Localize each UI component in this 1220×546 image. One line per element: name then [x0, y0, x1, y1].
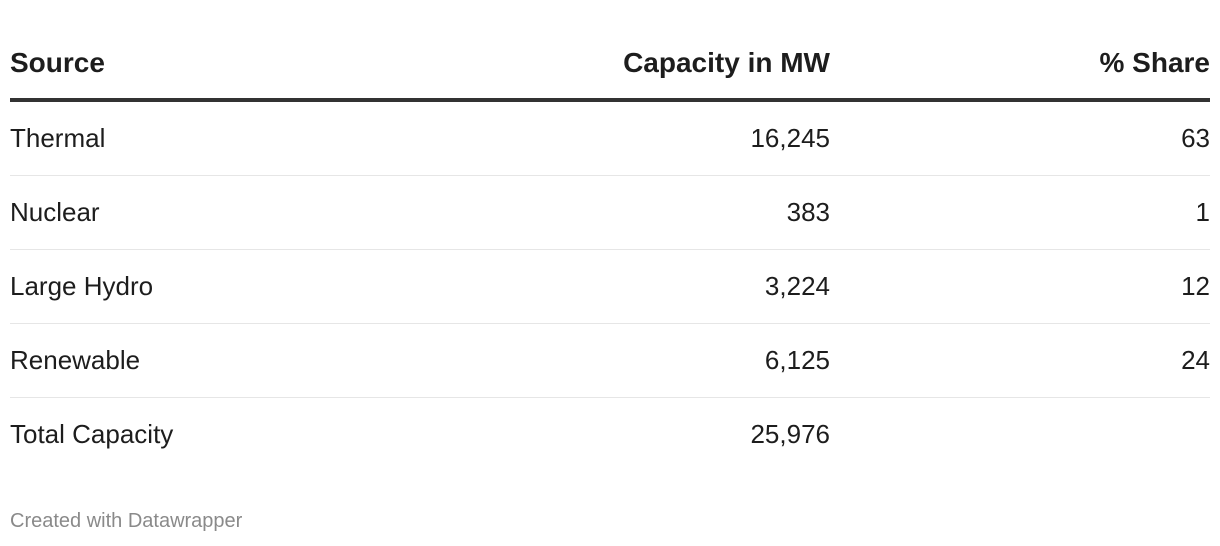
table-row: Nuclear 383 1: [10, 175, 1210, 250]
cell-source: Thermal: [10, 100, 510, 176]
table-row: Thermal 16,245 63: [10, 100, 1210, 176]
table-row-total: Total Capacity 25,976: [10, 398, 1210, 472]
table-row: Large Hydro 3,224 12: [10, 249, 1210, 324]
cell-source: Total Capacity: [10, 419, 174, 449]
cell-source: Renewable: [10, 323, 510, 398]
cell-share: [830, 398, 1210, 472]
cell-source: Nuclear: [10, 175, 510, 250]
cell-share: 1: [830, 175, 1210, 250]
column-header-share[interactable]: % Share: [830, 28, 1210, 102]
cell-source: Large Hydro: [10, 249, 510, 324]
cell-capacity: 383: [510, 175, 830, 250]
cell-share: 24: [830, 323, 1210, 398]
cell-share: 63: [830, 100, 1210, 176]
column-header-source[interactable]: Source: [10, 28, 510, 102]
table-body: Thermal 16,245 63 Nuclear 383 1 Large Hy…: [10, 100, 1210, 471]
cell-capacity: 3,224: [510, 249, 830, 324]
datawrapper-credit: Created with Datawrapper: [10, 510, 243, 532]
table-row: Renewable 6,125 24: [10, 323, 1210, 398]
table-header: Source Capacity in MW % Share: [10, 28, 1210, 102]
header-row: Source Capacity in MW % Share: [10, 28, 1210, 102]
cell-share: 12: [830, 249, 1210, 324]
column-header-capacity[interactable]: Capacity in MW: [510, 28, 830, 102]
data-table-container: Source Capacity in MW % Share Thermal 16…: [10, 28, 1210, 471]
cell-capacity: 6,125: [510, 323, 830, 398]
cell-capacity: 16,245: [510, 100, 830, 176]
data-table: Source Capacity in MW % Share Thermal 16…: [10, 28, 1210, 471]
cell-capacity: 25,976: [750, 419, 830, 449]
